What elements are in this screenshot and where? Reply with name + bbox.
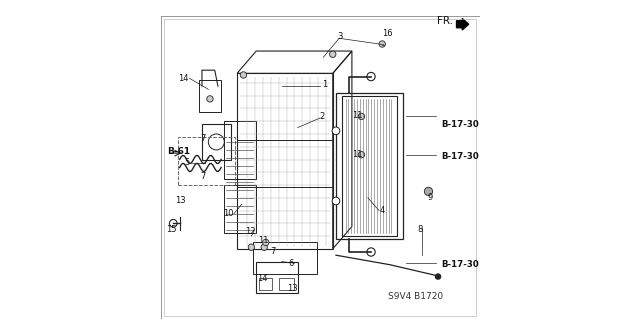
Circle shape <box>379 41 385 47</box>
Text: 5: 5 <box>184 158 189 167</box>
Bar <box>224 185 256 233</box>
Circle shape <box>332 197 340 205</box>
Bar <box>253 242 317 274</box>
Text: 10: 10 <box>223 209 234 218</box>
Text: 8: 8 <box>418 225 423 234</box>
Text: 4: 4 <box>380 206 385 215</box>
Text: 2: 2 <box>319 112 324 121</box>
Text: 13: 13 <box>175 197 186 205</box>
Circle shape <box>330 51 336 57</box>
Text: S9V4 B1720: S9V4 B1720 <box>388 292 444 301</box>
Text: B-17-30: B-17-30 <box>441 260 479 269</box>
Circle shape <box>332 127 340 135</box>
Bar <box>199 80 221 112</box>
Text: 13: 13 <box>287 284 298 293</box>
Text: 14: 14 <box>179 74 189 83</box>
Bar <box>202 124 230 160</box>
Circle shape <box>207 96 213 102</box>
Circle shape <box>358 113 365 120</box>
Circle shape <box>424 187 433 196</box>
Bar <box>342 96 397 236</box>
Text: 1: 1 <box>322 80 328 89</box>
Text: 7: 7 <box>270 247 275 256</box>
Text: 15: 15 <box>166 225 176 234</box>
Text: 14: 14 <box>257 274 267 283</box>
Circle shape <box>240 72 246 78</box>
Text: 12: 12 <box>246 227 256 236</box>
Circle shape <box>358 152 365 158</box>
Text: 7: 7 <box>200 134 205 143</box>
Bar <box>278 278 294 290</box>
Bar <box>259 278 272 290</box>
Text: 11: 11 <box>258 236 268 245</box>
Bar <box>336 93 403 239</box>
Text: B-17-30: B-17-30 <box>441 152 479 161</box>
Circle shape <box>261 244 268 250</box>
Text: 9: 9 <box>428 193 433 202</box>
Circle shape <box>425 188 431 195</box>
Text: 16: 16 <box>381 29 392 38</box>
Text: 3: 3 <box>337 32 342 41</box>
FancyArrow shape <box>456 19 468 30</box>
Bar <box>178 137 236 185</box>
Text: 6: 6 <box>288 259 293 268</box>
Text: B-17-30: B-17-30 <box>441 120 479 129</box>
Circle shape <box>262 239 269 246</box>
Bar <box>256 262 298 293</box>
Text: 11: 11 <box>353 111 363 120</box>
Circle shape <box>435 274 440 279</box>
Bar <box>237 73 333 249</box>
Circle shape <box>248 244 255 250</box>
Bar <box>224 121 256 179</box>
Circle shape <box>170 219 177 227</box>
Text: B-61: B-61 <box>168 147 191 156</box>
Text: 11: 11 <box>353 150 363 159</box>
Text: FR.: FR. <box>437 16 453 26</box>
Text: 7: 7 <box>200 172 205 181</box>
